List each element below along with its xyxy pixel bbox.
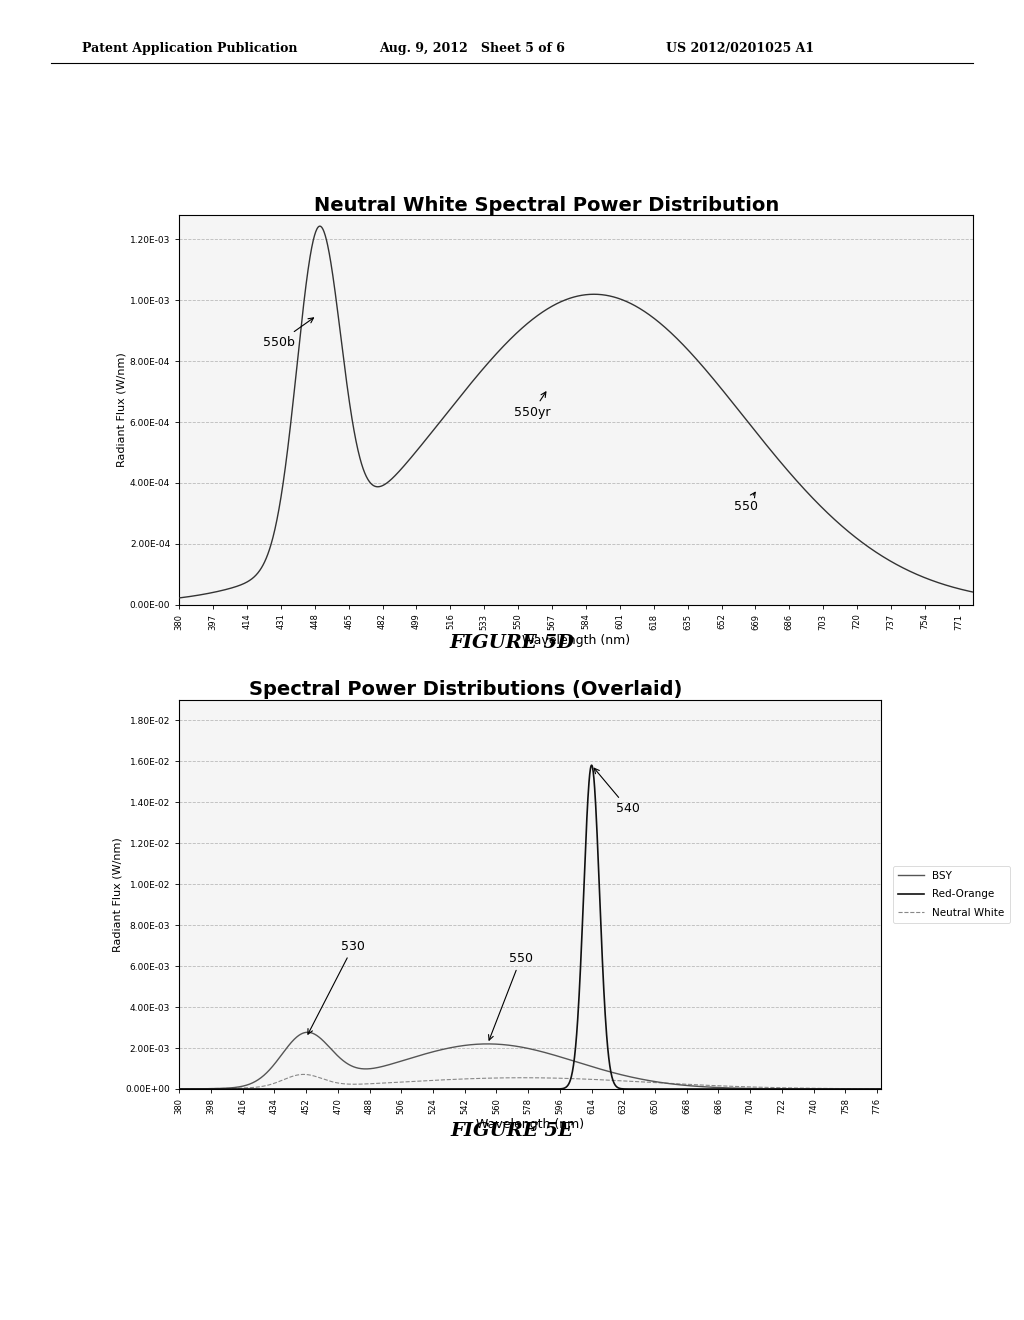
BSY	[173, 1081, 185, 1097]
BSY	[498, 1036, 510, 1052]
Red-Orange	[728, 1081, 740, 1097]
Text: Neutral White Spectral Power Distribution: Neutral White Spectral Power Distributio…	[314, 195, 779, 215]
Red-Orange	[857, 1081, 869, 1097]
Neutral White	[173, 1081, 185, 1097]
Text: 550yr: 550yr	[514, 392, 551, 418]
Neutral White	[878, 1081, 890, 1097]
Y-axis label: Radiant Flux (W/nm): Radiant Flux (W/nm)	[113, 837, 123, 952]
Text: FIGURE 5D: FIGURE 5D	[450, 634, 574, 652]
Neutral White	[728, 1078, 740, 1094]
Red-Orange	[497, 1081, 509, 1097]
BSY	[857, 1081, 869, 1097]
Red-Orange	[209, 1081, 221, 1097]
Neutral White	[857, 1081, 869, 1097]
Text: US 2012/0201025 A1: US 2012/0201025 A1	[666, 42, 814, 55]
BSY	[878, 1081, 890, 1097]
Line: Neutral White: Neutral White	[179, 1074, 884, 1089]
Red-Orange	[586, 758, 598, 774]
Text: FIGURE 5E: FIGURE 5E	[451, 1122, 573, 1140]
BSY	[728, 1080, 740, 1096]
Neutral White	[858, 1081, 870, 1097]
Text: Spectral Power Distributions (Overlaid): Spectral Power Distributions (Overlaid)	[250, 680, 683, 700]
Red-Orange	[173, 1081, 185, 1097]
Neutral White	[516, 1069, 528, 1085]
Text: 550: 550	[488, 952, 532, 1040]
Line: BSY: BSY	[179, 1032, 884, 1089]
Text: Aug. 9, 2012   Sheet 5 of 6: Aug. 9, 2012 Sheet 5 of 6	[379, 42, 565, 55]
Red-Orange	[516, 1081, 528, 1097]
Neutral White	[298, 1067, 310, 1082]
Text: 540: 540	[594, 768, 640, 816]
Text: 550b: 550b	[263, 318, 313, 348]
Text: 550: 550	[733, 492, 758, 513]
Red-Orange	[878, 1081, 890, 1097]
X-axis label: Wavelength (nm): Wavelength (nm)	[476, 1118, 584, 1131]
X-axis label: Wavelength (nm): Wavelength (nm)	[522, 634, 630, 647]
Text: Patent Application Publication: Patent Application Publication	[82, 42, 297, 55]
Neutral White	[498, 1071, 510, 1086]
Y-axis label: Radiant Flux (W/nm): Radiant Flux (W/nm)	[117, 352, 127, 467]
BSY	[301, 1024, 313, 1040]
Text: 530: 530	[308, 940, 366, 1034]
BSY	[858, 1081, 870, 1097]
Red-Orange	[858, 1081, 870, 1097]
BSY	[209, 1081, 221, 1097]
BSY	[516, 1039, 528, 1055]
Line: Red-Orange: Red-Orange	[179, 766, 884, 1089]
Legend: BSY, Red-Orange, Neutral White: BSY, Red-Orange, Neutral White	[893, 866, 1010, 923]
Neutral White	[209, 1081, 221, 1097]
